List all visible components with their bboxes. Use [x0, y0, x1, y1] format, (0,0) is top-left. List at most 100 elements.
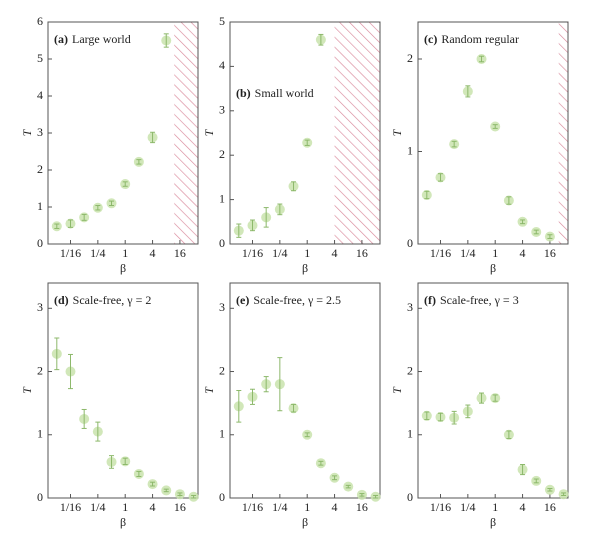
y-axis-label: T: [202, 386, 216, 394]
plot-frame: [417, 21, 569, 245]
hatched-region: [334, 22, 380, 244]
y-tick-label: 1: [37, 427, 43, 441]
error-bar: [163, 33, 169, 48]
x-axis-label: β: [302, 261, 308, 275]
x-tick-label: 1: [304, 500, 310, 514]
y-tick-label: 2: [37, 363, 43, 377]
error-bar: [277, 357, 283, 412]
y-tick-label: 1: [219, 427, 225, 441]
x-tick-label: 16: [544, 246, 556, 260]
x-tick-label: 1: [304, 246, 310, 260]
error-bar: [95, 421, 101, 442]
error-bar: [373, 494, 379, 499]
y-tick-label: 5: [37, 51, 43, 65]
error-bar: [520, 463, 526, 476]
panel-title-text: Scale-free, γ = 3: [440, 293, 519, 307]
y-tick-label: 2: [407, 363, 413, 377]
error-bar: [304, 432, 310, 438]
panel-title: (b) Small world: [236, 86, 314, 100]
panel-label: (b): [236, 86, 251, 100]
error-bar: [122, 181, 128, 187]
panel-label: (f): [424, 293, 436, 307]
x-tick-label: 1/16: [60, 500, 81, 514]
y-tick-label: 0: [219, 490, 225, 504]
error-bar: [81, 213, 87, 221]
x-tick-label: 4: [520, 500, 526, 514]
error-bar: [533, 229, 539, 235]
error-bar: [332, 475, 338, 481]
x-tick-label: 1/16: [60, 246, 81, 260]
error-bar: [465, 85, 471, 98]
error-bar: [506, 196, 512, 205]
error-bar: [533, 478, 539, 484]
x-tick-label: 1/4: [272, 500, 287, 514]
error-bar: [136, 159, 142, 165]
y-tick-label: 1: [219, 191, 225, 205]
plot-frame: [417, 282, 569, 499]
error-bar: [109, 200, 115, 207]
panel: 0 1 2 3 4 5 6 1/16 1/4 1 4 16 β T (a) Large world: [20, 14, 199, 275]
y-tick-label: 2: [219, 363, 225, 377]
x-tick-label: 16: [356, 500, 368, 514]
panel: 0 1 2 3 1/16 1/4 1 4 16 β T (d) Scale-free, γ = 2: [20, 282, 199, 529]
panel-title-text: Random regular: [441, 32, 519, 46]
error-bar: [451, 410, 457, 425]
error-bar: [424, 411, 430, 421]
x-tick-label: 4: [332, 246, 338, 260]
panel-label: (a): [54, 32, 68, 46]
error-bar: [451, 140, 457, 148]
error-bar: [54, 337, 60, 371]
error-bar: [67, 219, 73, 228]
panel: 0 1 2 3 1/16 1/4 1 4 16 β T (e) Scale-free, γ = 2.5: [202, 282, 381, 529]
x-tick-label: 1: [492, 500, 498, 514]
x-tick-label: 1/4: [272, 246, 287, 260]
plot-frame: [229, 282, 381, 499]
error-bar: [318, 33, 324, 46]
panel-label: (c): [424, 32, 437, 46]
x-axis-label: β: [120, 261, 126, 275]
error-bar: [520, 219, 526, 225]
y-tick-label: 3: [37, 125, 43, 139]
panel-title: (e) Scale-free, γ = 2.5: [236, 293, 341, 307]
y-tick-label: 3: [37, 300, 43, 314]
x-tick-label: 1/4: [90, 246, 105, 260]
panel-title: (d) Scale-free, γ = 2: [54, 293, 151, 307]
y-tick-label: 1: [407, 427, 413, 441]
error-bar: [345, 484, 351, 489]
error-bar: [249, 388, 255, 405]
y-tick-label: 0: [37, 236, 43, 250]
y-tick-label: 2: [407, 51, 413, 65]
panel: 0 1 2 3 1/16 1/4 1 4 16 β T (f) Scale-free, γ = 3: [390, 282, 569, 529]
x-tick-label: 1/4: [90, 500, 105, 514]
hatched-region: [558, 22, 568, 244]
error-bar: [547, 234, 553, 239]
error-bar: [263, 207, 269, 228]
error-bar: [437, 412, 443, 422]
error-bar: [109, 455, 115, 469]
error-bar: [465, 404, 471, 419]
error-bar: [81, 408, 87, 429]
error-bar: [249, 219, 255, 232]
y-axis-label: T: [390, 386, 404, 394]
error-bar: [506, 430, 512, 440]
error-bar: [163, 488, 169, 493]
panel-title: (a) Large world: [54, 32, 131, 46]
error-bar: [479, 55, 485, 63]
y-axis-label: T: [202, 128, 216, 136]
y-axis-label: T: [390, 128, 404, 136]
error-bar: [177, 492, 183, 496]
panel-label: (e): [236, 293, 249, 307]
error-bar: [492, 124, 498, 129]
panel-label: (d): [54, 293, 69, 307]
x-axis-label: β: [120, 515, 126, 529]
x-tick-label: 1/16: [430, 500, 451, 514]
x-tick-label: 4: [332, 500, 338, 514]
error-bar: [424, 190, 430, 200]
x-tick-label: 4: [150, 246, 156, 260]
y-tick-label: 1: [37, 199, 43, 213]
x-tick-label: 1/4: [460, 246, 475, 260]
y-tick-label: 2: [219, 147, 225, 161]
y-tick-label: 6: [37, 14, 43, 28]
x-tick-label: 16: [174, 246, 186, 260]
